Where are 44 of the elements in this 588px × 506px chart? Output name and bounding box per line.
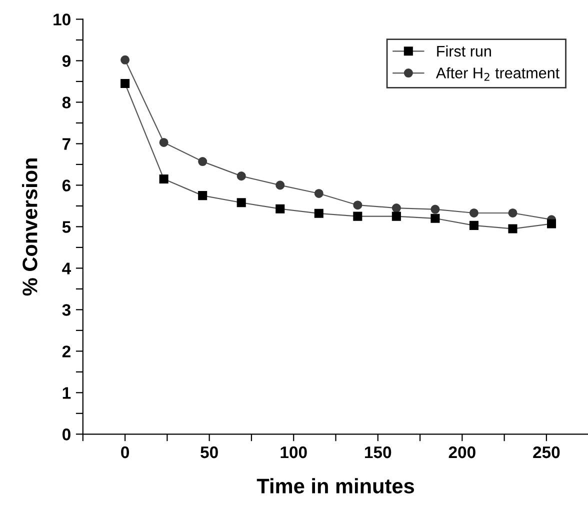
x-tick-label: 250 — [533, 446, 560, 458]
point — [469, 220, 478, 230]
point — [120, 55, 130, 64]
point — [392, 204, 401, 213]
y-tick-label: 0 — [62, 428, 70, 440]
point — [353, 212, 362, 221]
x-tick-label: 150 — [365, 446, 392, 458]
point — [198, 191, 208, 200]
point — [430, 204, 440, 214]
point — [276, 204, 285, 214]
point — [236, 198, 246, 208]
y-tick-label: 5 — [62, 221, 71, 233]
point — [469, 208, 478, 218]
y-tick-label: 7 — [62, 138, 70, 150]
point — [353, 200, 362, 210]
x-tick-label: 100 — [280, 446, 307, 458]
x-tick-label: 200 — [448, 446, 476, 458]
point — [198, 157, 208, 166]
point — [430, 214, 440, 223]
y-tick-label: 8 — [62, 96, 71, 108]
point — [508, 224, 518, 234]
point — [236, 172, 246, 181]
point — [508, 208, 518, 218]
point — [276, 180, 285, 190]
legend-label: After H$_{2}$ treatment — [436, 67, 560, 81]
legend-label: First run — [437, 45, 491, 57]
point — [120, 79, 130, 88]
y-tick-label: 6 — [62, 180, 70, 192]
y-tick-label: 1 — [62, 387, 71, 399]
y-axis-title: % Conversion — [22, 158, 38, 296]
point — [314, 208, 324, 218]
x-tick-label: 50 — [200, 446, 218, 458]
y-tick-label: 4 — [62, 262, 72, 274]
point — [546, 219, 556, 228]
point — [159, 138, 168, 147]
point — [392, 212, 401, 221]
x-tick-label: 0 — [121, 446, 129, 458]
x-axis-title: Time in minutes — [256, 478, 414, 494]
point — [159, 174, 168, 184]
point — [314, 188, 324, 198]
y-tick-label: 3 — [62, 304, 70, 316]
y-tick-label: 9 — [62, 55, 70, 67]
y-tick-label: 10 — [54, 14, 70, 26]
y-tick-label: 2 — [62, 346, 70, 358]
